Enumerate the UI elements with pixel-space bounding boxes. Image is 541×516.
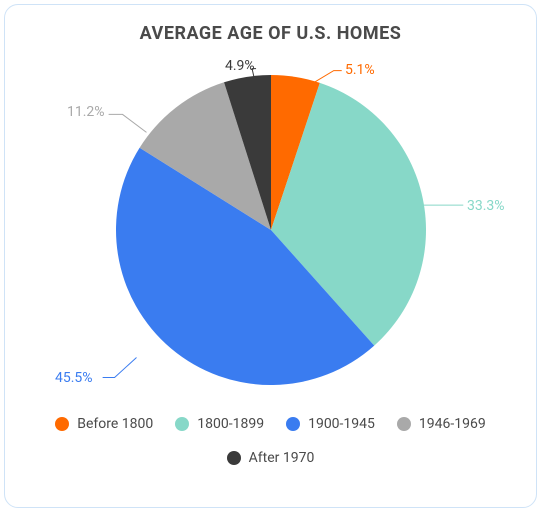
legend-item-1: 1800-1899 [175, 416, 264, 432]
legend-dot-icon [175, 417, 189, 431]
chart-title: AVERAGE AGE OF U.S. HOMES [5, 23, 536, 44]
slice-label-2: 45.5% [55, 370, 93, 386]
legend-item-2: 1900-1945 [286, 416, 375, 432]
slice-label-4: 4.9% [225, 58, 255, 74]
legend-dot-icon [397, 417, 411, 431]
legend-dot-icon [55, 417, 69, 431]
chart-card: AVERAGE AGE OF U.S. HOMES 5.1% 33.3% 45.… [4, 4, 537, 508]
legend-item-3: 1946-1969 [397, 416, 486, 432]
legend: Before 1800 1800-1899 1900-1945 1946-196… [5, 410, 536, 466]
legend-label: Before 1800 [77, 416, 153, 432]
pie-chart: 5.1% 33.3% 45.5% 11.2% 4.9% [5, 50, 536, 410]
slice-label-1: 33.3% [467, 198, 505, 214]
legend-dot-icon [227, 451, 241, 465]
legend-label: 1900-1945 [308, 416, 375, 432]
legend-item-4: After 1970 [227, 450, 315, 466]
slice-label-3: 11.2% [67, 104, 105, 120]
legend-label: 1946-1969 [419, 416, 486, 432]
legend-item-0: Before 1800 [55, 416, 153, 432]
legend-dot-icon [286, 417, 300, 431]
legend-label: 1800-1899 [197, 416, 264, 432]
pie-svg [116, 75, 426, 385]
slice-label-0: 5.1% [345, 62, 375, 78]
legend-label: After 1970 [249, 450, 315, 466]
